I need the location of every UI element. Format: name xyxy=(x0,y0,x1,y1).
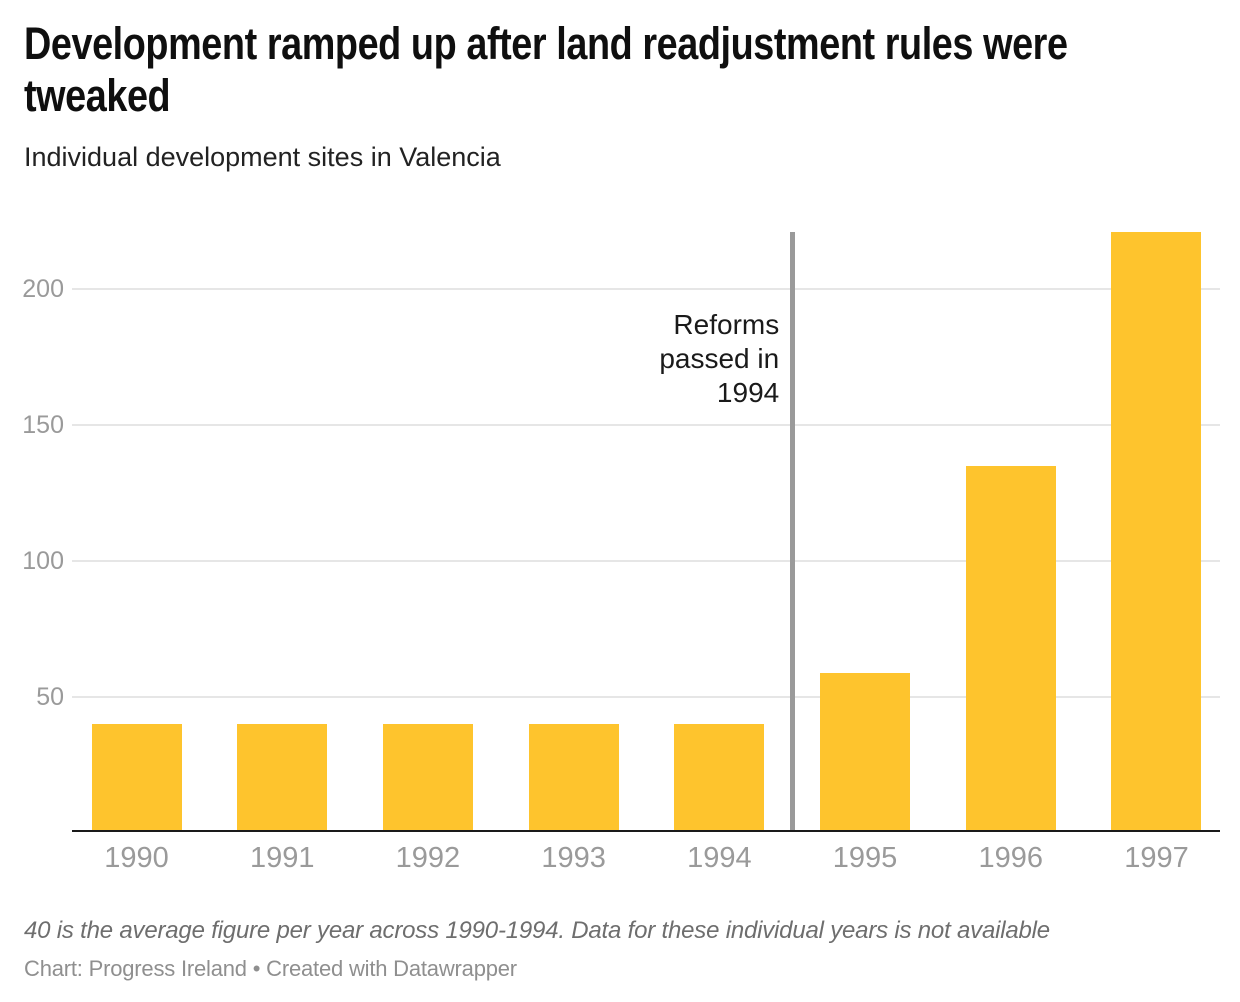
gridline-200 xyxy=(72,288,1220,290)
x-tick-label-1994: 1994 xyxy=(687,842,752,874)
bar-1991[interactable] xyxy=(237,724,328,830)
y-tick-label-150: 150 xyxy=(22,411,64,439)
bar-1995[interactable] xyxy=(820,672,911,830)
chart-title-line-2: tweaked xyxy=(24,70,171,121)
y-tick-label-50: 50 xyxy=(36,683,64,711)
x-tick-label-1990: 1990 xyxy=(104,842,169,874)
chart-title-line-1: Development ramped up after land readjus… xyxy=(24,18,1068,69)
reform-annotation-line xyxy=(789,231,795,830)
x-tick-label-1993: 1993 xyxy=(541,842,606,874)
y-tick-label-200: 200 xyxy=(22,275,64,303)
bar-1992[interactable] xyxy=(382,724,473,830)
bar-1996[interactable] xyxy=(965,465,1056,830)
gridline-150 xyxy=(72,424,1220,426)
x-tick-label-1997: 1997 xyxy=(1124,842,1189,874)
bar-1994[interactable] xyxy=(674,724,765,830)
x-tick-label-1992: 1992 xyxy=(395,842,461,874)
bar-1997[interactable] xyxy=(1111,231,1202,830)
y-tick-label-100: 100 xyxy=(22,547,64,575)
x-axis-line xyxy=(72,830,1220,832)
chart-title: Development ramped up after land readjus… xyxy=(24,18,1240,122)
x-tick-label-1995: 1995 xyxy=(832,842,898,874)
chart-byline: Chart: Progress Ireland • Created with D… xyxy=(24,956,517,981)
reform-annotation-label: Reforms passed in 1994 xyxy=(659,309,780,408)
x-tick-label-1991: 1991 xyxy=(249,842,315,874)
bar-1993[interactable] xyxy=(528,724,619,830)
bar-1990[interactable] xyxy=(91,724,182,830)
chart-subtitle: Individual development sites in Valencia xyxy=(24,142,501,172)
x-tick-label-1996: 1996 xyxy=(978,842,1044,874)
gridline-100 xyxy=(72,560,1220,562)
chart-footnote: 40 is the average figure per year across… xyxy=(24,917,1050,944)
gridline-50 xyxy=(72,696,1220,698)
